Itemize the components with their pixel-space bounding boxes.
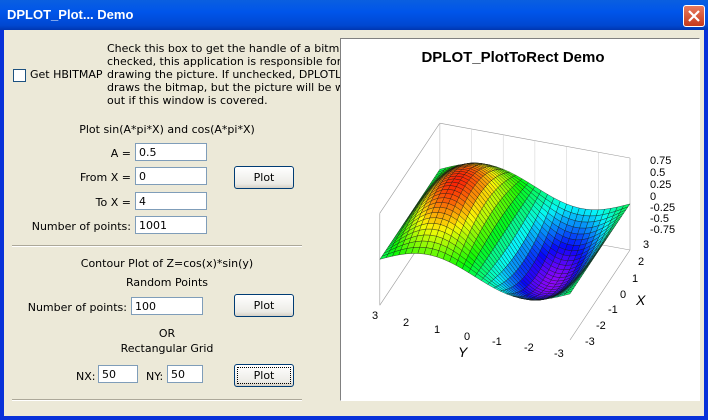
help-text: drawing the picture. If unchecked, DPLOT… bbox=[107, 68, 352, 81]
field-label: NY: bbox=[146, 370, 164, 383]
y-axis-label: Y bbox=[458, 344, 469, 360]
help-text: Check this box to get the handle of a bi… bbox=[107, 42, 368, 55]
x-axis-label: X bbox=[635, 292, 646, 308]
section-heading: Plot sin(A*pi*X) and cos(A*pi*X) bbox=[79, 123, 255, 136]
text-input[interactable]: 0 bbox=[135, 167, 207, 185]
section-heading: OR bbox=[158, 327, 176, 340]
help-text: checked, this application is responsible… bbox=[107, 55, 342, 68]
title-bar: DPLOT_Plot... Demo bbox=[0, 0, 708, 30]
field-label: Number of points: bbox=[27, 301, 127, 314]
text-input[interactable]: 0.5 bbox=[135, 143, 207, 161]
z-tick-label: 0.75 bbox=[650, 155, 671, 167]
x-tick-label: -1 bbox=[608, 304, 618, 316]
help-text: draws the bitmap, but the picture will b… bbox=[107, 81, 368, 94]
y-tick-label: 3 bbox=[372, 310, 378, 322]
y-tick-label: 2 bbox=[403, 317, 409, 329]
z-tick-label: 0.5 bbox=[650, 167, 665, 179]
text-input[interactable]: 1001 bbox=[135, 216, 207, 234]
field-label: NX: bbox=[76, 370, 96, 383]
checkbox-label[interactable]: Get HBITMAP bbox=[30, 68, 103, 81]
dialog-body: Get HBITMAP Check this box to get the ha… bbox=[4, 30, 704, 416]
plot-canvas: DPLOT_PlotToRect Demo 0.75 0.5 0.25 0 -0… bbox=[372, 49, 675, 360]
x-tick-label: 1 bbox=[632, 273, 638, 285]
surface-decoration bbox=[379, 123, 441, 214]
help-text: out if this window is covered. bbox=[107, 94, 268, 107]
x-tick-label: 3 bbox=[643, 239, 649, 251]
separator bbox=[12, 245, 302, 247]
surface-decoration bbox=[563, 290, 573, 296]
text-input[interactable]: 4 bbox=[135, 192, 207, 210]
x-tick-label: -2 bbox=[596, 320, 606, 332]
close-button[interactable] bbox=[683, 5, 705, 27]
z-tick-label: -0.5 bbox=[650, 213, 669, 225]
z-tick-label: 0.25 bbox=[650, 179, 671, 191]
section-heading: Random Points bbox=[125, 276, 209, 289]
field-label: To X = bbox=[95, 196, 131, 209]
y-tick-label: 1 bbox=[434, 324, 440, 336]
separator bbox=[12, 399, 302, 401]
surface-decoration bbox=[569, 249, 631, 341]
x-tick-label: 2 bbox=[638, 256, 644, 268]
x-tick-label: 0 bbox=[620, 289, 626, 301]
close-icon bbox=[688, 10, 700, 22]
text-input[interactable]: 100 bbox=[131, 297, 203, 315]
plot-title: DPLOT_PlotToRect Demo bbox=[421, 49, 604, 66]
field-label: Number of points: bbox=[31, 220, 131, 233]
plot-button[interactable]: Plot bbox=[234, 364, 294, 387]
y-tick-label: 0 bbox=[464, 331, 470, 343]
z-tick-label: 0 bbox=[650, 191, 656, 203]
section-heading: Rectangular Grid bbox=[120, 342, 214, 355]
y-tick-label: -2 bbox=[524, 342, 534, 354]
field-label: From X = bbox=[80, 171, 131, 184]
y-tick-label: -3 bbox=[554, 348, 564, 360]
text-input[interactable]: 50 bbox=[167, 365, 203, 383]
x-tick-label: -3 bbox=[585, 336, 595, 348]
z-tick-label: -0.75 bbox=[650, 224, 675, 236]
plot-button[interactable]: Plot bbox=[234, 294, 294, 317]
y-tick-label: -1 bbox=[492, 336, 502, 348]
window-title: DPLOT_Plot... Demo bbox=[7, 7, 134, 22]
checkbox[interactable] bbox=[13, 69, 26, 82]
plot-button[interactable]: Plot bbox=[234, 166, 294, 189]
field-label: A = bbox=[110, 147, 131, 160]
plot-area: DPLOT_PlotToRect Demo 0.75 0.5 0.25 0 -0… bbox=[340, 38, 700, 401]
z-tick-label: -0.25 bbox=[650, 202, 675, 214]
text-input[interactable]: 50 bbox=[98, 365, 138, 383]
section-heading: Contour Plot of Z=cos(x)*sin(y) bbox=[80, 257, 254, 270]
